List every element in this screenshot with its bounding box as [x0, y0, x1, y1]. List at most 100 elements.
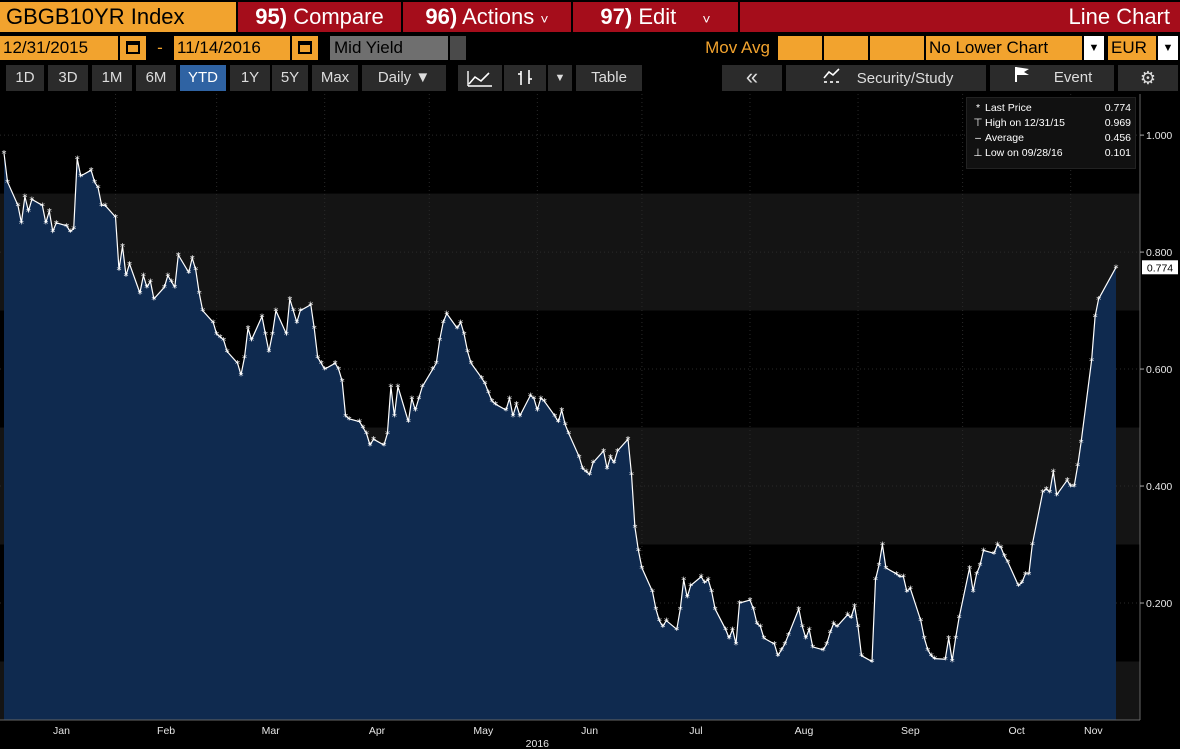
range-ytd[interactable]: YTD: [180, 65, 226, 91]
range-max[interactable]: Max: [312, 65, 358, 91]
actions-button[interactable]: 96) Actions ˅: [403, 2, 571, 32]
calendar-icon[interactable]: [120, 36, 146, 60]
range-5y[interactable]: 5Y: [272, 65, 308, 91]
data-point: *: [68, 228, 73, 239]
mov-avg-label: Mov Avg: [705, 38, 770, 57]
gear-icon[interactable]: ⚙: [1118, 65, 1178, 91]
data-point: *: [361, 424, 366, 435]
data-point: *: [413, 406, 418, 417]
mov-avg-input-3[interactable]: [870, 36, 924, 60]
data-point: *: [395, 383, 400, 394]
data-point: *: [5, 178, 10, 189]
chevron-down-icon[interactable]: ▼: [1158, 36, 1178, 60]
data-point: *: [531, 394, 536, 405]
data-point: *: [266, 348, 271, 359]
data-point: *: [15, 201, 20, 212]
data-point: *: [78, 172, 83, 183]
ticker-field[interactable]: GBGB10YR Index: [0, 2, 236, 32]
data-point: *: [127, 260, 132, 271]
data-point: *: [636, 546, 641, 557]
mov-avg-input-2[interactable]: [824, 36, 868, 60]
data-point: *: [75, 154, 80, 165]
data-point: *: [747, 596, 752, 607]
low-marker-icon: ⊥: [973, 147, 983, 159]
range-1y[interactable]: 1Y: [230, 65, 270, 91]
star-icon: *: [975, 102, 981, 114]
range-1d[interactable]: 1D: [6, 65, 44, 91]
chevron-down-icon: ˅: [702, 11, 711, 27]
data-point: *: [1065, 476, 1070, 487]
data-point: *: [591, 459, 596, 470]
bar-chart-icon[interactable]: [504, 65, 546, 91]
data-point: *: [580, 464, 585, 475]
data-point: *: [490, 397, 495, 408]
edit-button[interactable]: 97) Edit ˅: [573, 2, 738, 32]
data-point: *: [639, 564, 644, 575]
x-tick-label: Sep: [901, 725, 920, 737]
table-button[interactable]: Table: [576, 65, 642, 91]
data-point: *: [214, 330, 219, 341]
data-point: *: [625, 435, 630, 446]
data-point: *: [336, 365, 341, 376]
data-point: *: [493, 400, 498, 411]
data-point: *: [92, 178, 97, 189]
data-point: *: [263, 330, 268, 341]
data-point: *: [124, 271, 129, 282]
data-point: *: [1051, 467, 1056, 478]
data-point: *: [357, 418, 362, 429]
range-1m[interactable]: 1M: [92, 65, 132, 91]
data-point: *: [2, 149, 7, 160]
chevron-down-icon[interactable]: ▼: [548, 65, 572, 91]
data-point: *: [416, 394, 421, 405]
data-point: *: [971, 587, 976, 598]
legend-value: 0.969: [1104, 117, 1131, 129]
end-date-input[interactable]: 11/14/2016: [174, 36, 290, 60]
yield-chart[interactable]: ************ ****************************…: [0, 94, 1180, 749]
security-study-button[interactable]: Security/Study: [786, 65, 986, 91]
legend-high: ⊤ High on 12/31/15 0.969: [973, 116, 1131, 130]
frequency-select[interactable]: Daily ▼: [362, 65, 446, 91]
data-point: *: [615, 447, 620, 458]
data-point: *: [315, 353, 320, 364]
range-6m[interactable]: 6M: [136, 65, 176, 91]
chevron-down-icon[interactable]: ▼: [1084, 36, 1104, 60]
field-select[interactable]: Mid Yield: [330, 36, 448, 60]
collapse-button[interactable]: «: [722, 65, 782, 91]
legend-average: – Average 0.456: [975, 131, 1131, 145]
lower-chart-select[interactable]: No Lower Chart: [926, 36, 1082, 60]
data-point: *: [734, 640, 739, 651]
data-point: *: [1040, 488, 1045, 499]
mov-avg-input-1[interactable]: [778, 36, 822, 60]
data-point: *: [1096, 295, 1101, 306]
data-point: *: [831, 619, 836, 630]
calendar-icon[interactable]: [292, 36, 318, 60]
data-point: *: [517, 412, 522, 423]
y-axis: 0.200 0.400 0.600 0.800 1.000: [1139, 94, 1172, 720]
data-point: *: [430, 365, 435, 376]
data-point: *: [514, 400, 519, 411]
data-point: *: [1054, 491, 1059, 502]
data-point: *: [291, 307, 296, 318]
y-tick-label: 0.200: [1146, 598, 1172, 610]
data-point: *: [503, 406, 508, 417]
currency-select[interactable]: EUR: [1108, 36, 1156, 60]
start-date-input[interactable]: 12/31/2015: [0, 36, 118, 60]
data-point: *: [845, 611, 850, 622]
legend-label: Low on 09/28/16: [985, 147, 1063, 159]
chart-legend: * Last Price 0.774 ⊤ High on 12/31/15 0.…: [966, 97, 1136, 169]
field-dropdown-icon[interactable]: [450, 36, 466, 60]
event-button[interactable]: Event: [990, 65, 1114, 91]
compare-button[interactable]: 95) Compare: [238, 2, 401, 32]
range-3d[interactable]: 3D: [48, 65, 88, 91]
x-tick-label: Apr: [369, 725, 386, 737]
data-point: *: [385, 429, 390, 440]
high-marker-icon: ⊤: [973, 117, 983, 129]
security-study-label: Security/Study: [856, 70, 954, 88]
data-point: *: [221, 336, 226, 347]
data-point: *: [723, 625, 728, 636]
data-point: *: [441, 318, 446, 329]
line-chart-icon[interactable]: [458, 65, 502, 91]
data-point: *: [981, 546, 986, 557]
data-point: *: [148, 277, 153, 288]
data-point: *: [650, 587, 655, 598]
